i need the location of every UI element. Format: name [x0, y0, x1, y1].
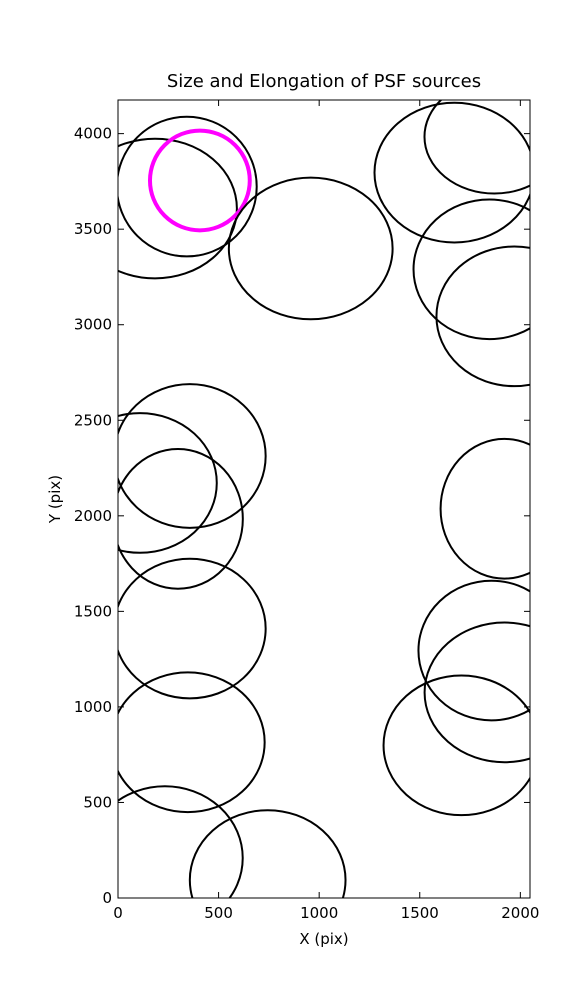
ellipse — [423, 100, 530, 195]
ellipse — [118, 137, 238, 280]
ellipse — [118, 448, 244, 590]
ellipse — [435, 245, 530, 388]
ellipse — [118, 412, 218, 554]
x-axis-label: X (pix) — [299, 930, 348, 948]
ellipse — [423, 621, 530, 764]
axes-frame — [117, 99, 531, 899]
ellipse — [147, 128, 252, 233]
ellipse — [227, 176, 394, 321]
plot-area — [118, 100, 530, 898]
ellipse — [118, 671, 266, 814]
ellipse — [373, 101, 530, 244]
x-tick-label: 500 — [204, 904, 233, 922]
ellipse — [118, 785, 244, 898]
y-tick-label: 3000 — [74, 316, 112, 334]
y-tick-label: 3500 — [74, 220, 112, 238]
ellipse — [382, 674, 530, 817]
ellipse — [118, 115, 258, 258]
ellipse — [412, 198, 530, 341]
ellipse — [118, 383, 267, 529]
y-tick-label: 1000 — [74, 698, 112, 716]
x-tick-label: 1000 — [300, 904, 338, 922]
y-tick-label: 4000 — [74, 125, 112, 143]
ellipse — [417, 579, 530, 722]
ellipse — [439, 437, 530, 580]
x-tick-label: 1500 — [401, 904, 439, 922]
y-tick-label: 1500 — [74, 602, 112, 620]
ellipse — [118, 557, 267, 700]
y-tick-label: 0 — [102, 889, 112, 907]
y-tick-label: 2000 — [74, 507, 112, 525]
y-axis-label: Y (pix) — [46, 475, 64, 524]
x-tick-label: 0 — [113, 904, 123, 922]
chart-title: Size and Elongation of PSF sources — [167, 71, 481, 92]
y-tick-label: 2500 — [74, 411, 112, 429]
ellipse — [188, 809, 347, 898]
y-tick-label: 500 — [83, 793, 112, 811]
x-tick-label: 2000 — [501, 904, 539, 922]
